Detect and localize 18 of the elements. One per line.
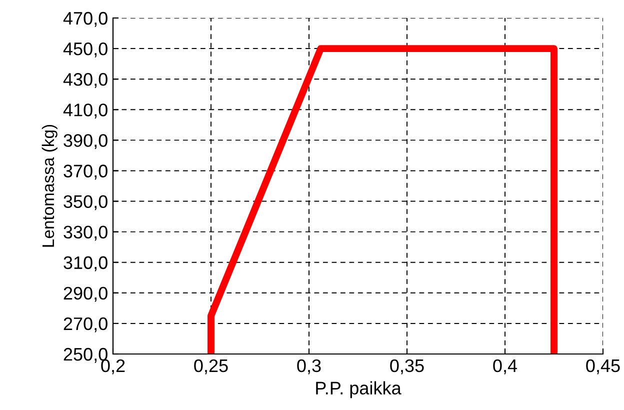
y-tick-label: 450,0 xyxy=(63,42,108,58)
y-tick-label: 410,0 xyxy=(63,104,108,118)
y-tick-label: 330,0 xyxy=(64,226,108,241)
y-axis-title: Lentomassa (kg) xyxy=(42,124,58,247)
y-tick-label: 370,0 xyxy=(64,164,108,180)
y-tick-label: 270,0 xyxy=(64,317,108,332)
y-tick-label: 470,0 xyxy=(63,12,108,27)
y-tick-label: 310,0 xyxy=(64,256,108,272)
x-tick-label: 0,3 xyxy=(297,359,321,374)
y-tick-label: 290,0 xyxy=(64,286,108,302)
y-tick-label: 390,0 xyxy=(64,134,108,150)
x-tick-label: 0,45 xyxy=(586,359,620,374)
x-tick-label: 0,25 xyxy=(194,359,228,374)
y-tick-label: 430,0 xyxy=(63,73,108,88)
x-tick-label: 0,4 xyxy=(493,359,518,374)
y-tick-label: 350,0 xyxy=(64,195,108,210)
x-axis-title: P.P. paikka xyxy=(316,381,402,398)
x-tick-label: 0,35 xyxy=(390,359,424,374)
